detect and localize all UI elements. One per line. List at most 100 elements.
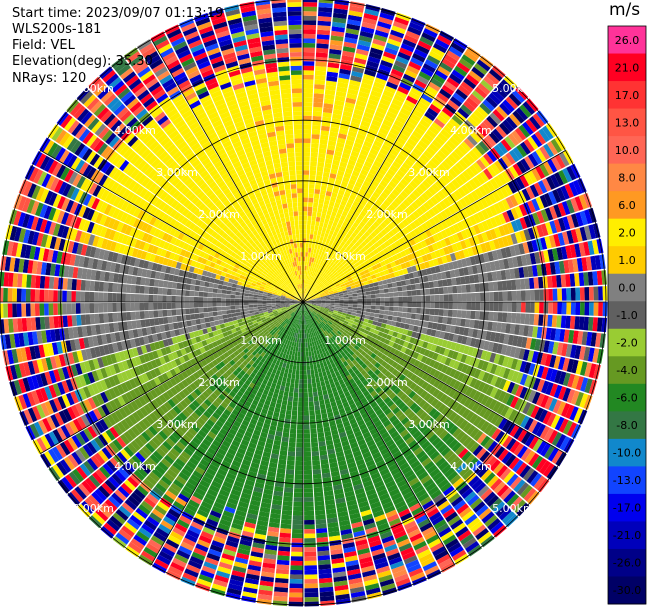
- velocity-bin: [479, 156, 490, 168]
- velocity-bin: [313, 289, 318, 294]
- velocity-bin: [313, 102, 323, 108]
- velocity-bin: [369, 148, 379, 156]
- velocity-bin: [327, 287, 332, 291]
- velocity-bin: [306, 265, 309, 271]
- velocity-bin: [313, 93, 324, 99]
- velocity-bin: [304, 574, 318, 580]
- velocity-bin: [342, 46, 356, 53]
- velocity-bin: [465, 284, 471, 293]
- velocity-bin: [519, 464, 531, 479]
- velocity-bin: [299, 365, 303, 371]
- velocity-bin: [493, 202, 502, 215]
- velocity-bin: [332, 113, 342, 120]
- velocity-bin: [365, 263, 372, 269]
- velocity-bin: [452, 334, 459, 343]
- velocity-bin: [492, 342, 499, 353]
- velocity-bin: [282, 432, 290, 438]
- velocity-bin: [338, 165, 346, 173]
- velocity-bin: [293, 497, 303, 502]
- velocity-bin: [303, 252, 306, 257]
- velocity-bin: [374, 210, 382, 218]
- velocity-bin: [520, 290, 526, 301]
- velocity-bin: [496, 343, 504, 354]
- velocity-bin: [419, 248, 426, 256]
- velocity-bin: [339, 235, 345, 241]
- velocity-bin: [315, 414, 322, 420]
- velocity-bin: [308, 285, 312, 290]
- velocity-bin: [333, 202, 340, 209]
- velocity-bin: [476, 432, 487, 445]
- velocity-bin: [469, 367, 477, 377]
- velocity-bin: [492, 281, 499, 292]
- velocity-bin: [482, 99, 495, 112]
- velocity-bin: [373, 241, 380, 249]
- velocity-bin: [557, 288, 563, 301]
- velocity-bin: [552, 341, 559, 355]
- velocity-bin: [543, 340, 550, 353]
- velocity-bin: [451, 165, 462, 176]
- velocity-bin: [455, 392, 465, 403]
- velocity-bin: [441, 364, 449, 374]
- velocity-bin: [502, 223, 511, 235]
- velocity-bin: [491, 428, 502, 440]
- velocity-bin: [316, 299, 322, 301]
- velocity-bin: [325, 270, 331, 275]
- velocity-bin: [383, 188, 392, 196]
- velocity-bin: [361, 292, 367, 296]
- velocity-bin: [334, 326, 340, 331]
- velocity-bin: [461, 363, 469, 374]
- velocity-bin: [421, 295, 426, 302]
- velocity-bin: [379, 310, 385, 315]
- velocity-bin: [344, 257, 351, 263]
- velocity-bin: [325, 190, 332, 197]
- velocity-bin: [318, 310, 324, 314]
- velocity-bin: [307, 266, 311, 271]
- velocity-bin: [392, 266, 398, 273]
- velocity-bin: [466, 46, 481, 59]
- velocity-bin: [372, 202, 380, 210]
- velocity-bin: [292, 519, 303, 525]
- velocity-bin: [507, 369, 515, 381]
- velocity-bin: [319, 276, 323, 281]
- velocity-bin: [303, 233, 307, 239]
- velocity-bin: [451, 202, 460, 213]
- velocity-bin: [533, 314, 540, 326]
- velocity-bin: [303, 33, 316, 39]
- velocity-bin: [328, 53, 341, 60]
- velocity-bin: [361, 295, 367, 299]
- velocity-bin: [303, 379, 308, 384]
- velocity-bin: [379, 293, 385, 298]
- velocity-bin: [332, 257, 338, 263]
- velocity-bin: [281, 514, 292, 520]
- velocity-bin: [455, 318, 462, 327]
- velocity-bin: [529, 277, 535, 289]
- velocity-bin: [536, 440, 548, 455]
- velocity-bin: [405, 195, 414, 205]
- velocity-bin: [500, 247, 508, 259]
- velocity-bin: [337, 137, 346, 144]
- velocity-bin: [480, 302, 485, 311]
- velocity-bin: [476, 158, 487, 171]
- velocity-bin: [523, 228, 531, 241]
- velocity-bin: [491, 321, 498, 332]
- velocity-bin: [358, 330, 364, 336]
- velocity-bin: [307, 300, 313, 302]
- velocity-bin: [474, 311, 481, 320]
- velocity-bin: [328, 135, 338, 142]
- velocity-bin: [539, 425, 551, 440]
- velocity-bin: [326, 75, 338, 82]
- velocity-bin: [553, 204, 562, 218]
- velocity-bin: [473, 274, 480, 284]
- velocity-bin: [354, 261, 360, 268]
- velocity-bin: [303, 429, 310, 434]
- velocity-bin: [377, 318, 384, 323]
- velocity-bin: [312, 300, 317, 302]
- velocity-bin: [337, 133, 347, 140]
- velocity-bin: [561, 302, 567, 315]
- velocity-bin: [299, 370, 303, 375]
- velocity-bin: [355, 313, 361, 317]
- velocity-bin: [284, 367, 289, 374]
- velocity-bin: [345, 97, 357, 105]
- velocity-bin: [276, 564, 290, 570]
- velocity-bin: [310, 424, 317, 430]
